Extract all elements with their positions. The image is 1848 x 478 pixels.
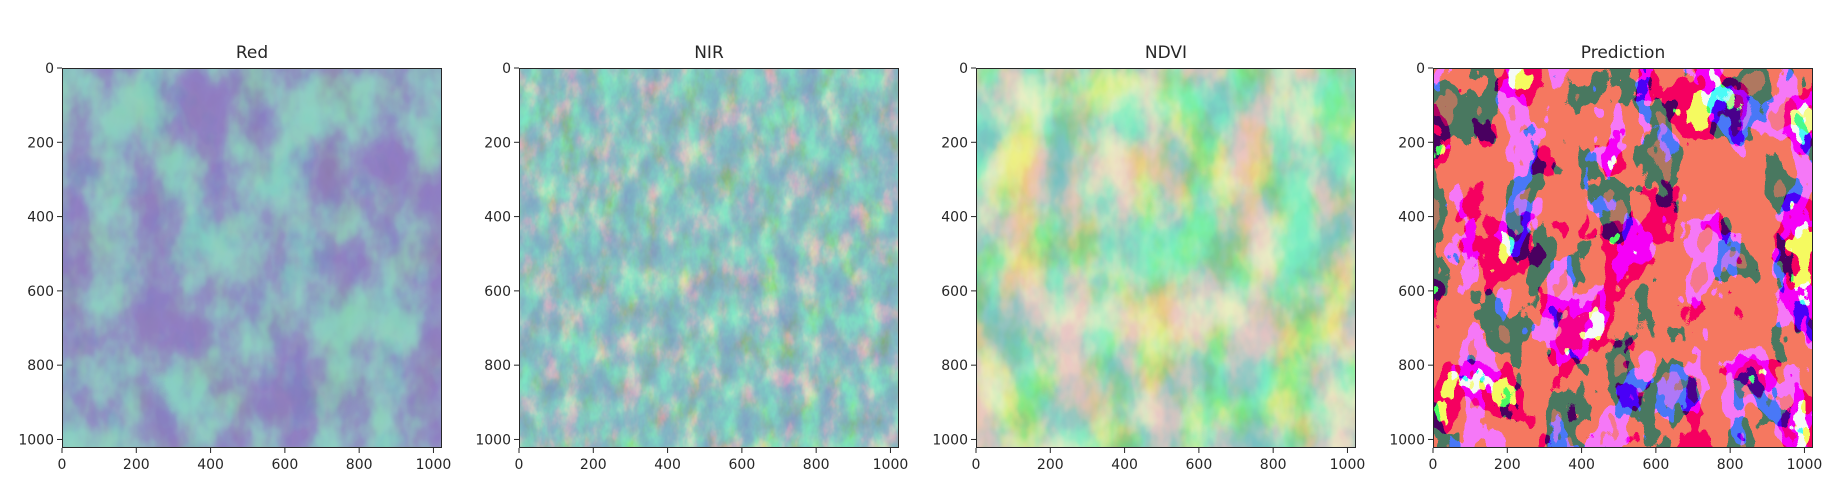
x-tick-label: 800 xyxy=(1717,457,1744,473)
y-tick-label: 0 xyxy=(45,61,54,77)
y-tick-label: 800 xyxy=(1398,358,1425,374)
y-tick-label: 800 xyxy=(27,358,54,374)
x-tick-label: 400 xyxy=(654,457,681,473)
axes-frame xyxy=(62,68,442,448)
x-tick-label: 0 xyxy=(1429,457,1438,473)
y-tick-label: 0 xyxy=(1416,61,1425,77)
x-tick-label: 1000 xyxy=(1330,457,1366,473)
y-tick-label: 200 xyxy=(27,135,54,151)
heatmap-image xyxy=(976,68,1356,448)
x-tick-label: 1000 xyxy=(1787,457,1823,473)
x-tick-label: 200 xyxy=(580,457,607,473)
x-tick-label: 600 xyxy=(1186,457,1213,473)
axes-frame xyxy=(976,68,1356,448)
y-tick-label: 600 xyxy=(27,284,54,300)
y-tick-label: 0 xyxy=(502,61,511,77)
x-tick-label: 1000 xyxy=(873,457,909,473)
y-tick-label: 600 xyxy=(484,284,511,300)
y-tick-label: 1000 xyxy=(475,432,511,448)
y-tick-label: 200 xyxy=(1398,135,1425,151)
x-tick-label: 800 xyxy=(803,457,830,473)
x-tick-label: 200 xyxy=(1494,457,1521,473)
panel-title: NDVI xyxy=(1145,43,1187,63)
axes-frame xyxy=(1433,68,1813,448)
y-tick-label: 600 xyxy=(941,284,968,300)
x-tick-label: 800 xyxy=(346,457,373,473)
x-tick-label: 200 xyxy=(1037,457,1064,473)
y-tick-label: 1000 xyxy=(1389,432,1425,448)
x-tick-label: 600 xyxy=(272,457,299,473)
x-tick-label: 0 xyxy=(515,457,524,473)
y-tick-label: 400 xyxy=(941,210,968,226)
x-tick-label: 600 xyxy=(1643,457,1670,473)
panel-title: NIR xyxy=(694,43,724,63)
heatmap-image xyxy=(1433,68,1813,448)
y-tick-label: 200 xyxy=(484,135,511,151)
y-tick-label: 800 xyxy=(484,358,511,374)
y-tick-label: 800 xyxy=(941,358,968,374)
y-tick-label: 400 xyxy=(1398,210,1425,226)
y-tick-label: 600 xyxy=(1398,284,1425,300)
y-tick-label: 200 xyxy=(941,135,968,151)
x-tick-label: 600 xyxy=(729,457,756,473)
x-tick-label: 400 xyxy=(197,457,224,473)
panel-title: Prediction xyxy=(1581,43,1665,63)
x-tick-label: 800 xyxy=(1260,457,1287,473)
x-tick-label: 400 xyxy=(1111,457,1138,473)
y-tick-label: 400 xyxy=(27,210,54,226)
y-tick-label: 400 xyxy=(484,210,511,226)
y-tick-label: 0 xyxy=(959,61,968,77)
x-tick-label: 200 xyxy=(123,457,150,473)
x-tick-label: 0 xyxy=(972,457,981,473)
axes-frame xyxy=(519,68,899,448)
y-tick-label: 1000 xyxy=(932,432,968,448)
x-tick-label: 400 xyxy=(1568,457,1595,473)
x-tick-label: 1000 xyxy=(416,457,452,473)
y-tick-label: 1000 xyxy=(18,432,54,448)
heatmap-image xyxy=(62,68,442,448)
x-tick-label: 0 xyxy=(58,457,67,473)
panel-title: Red xyxy=(236,43,268,63)
heatmap-image xyxy=(519,68,899,448)
